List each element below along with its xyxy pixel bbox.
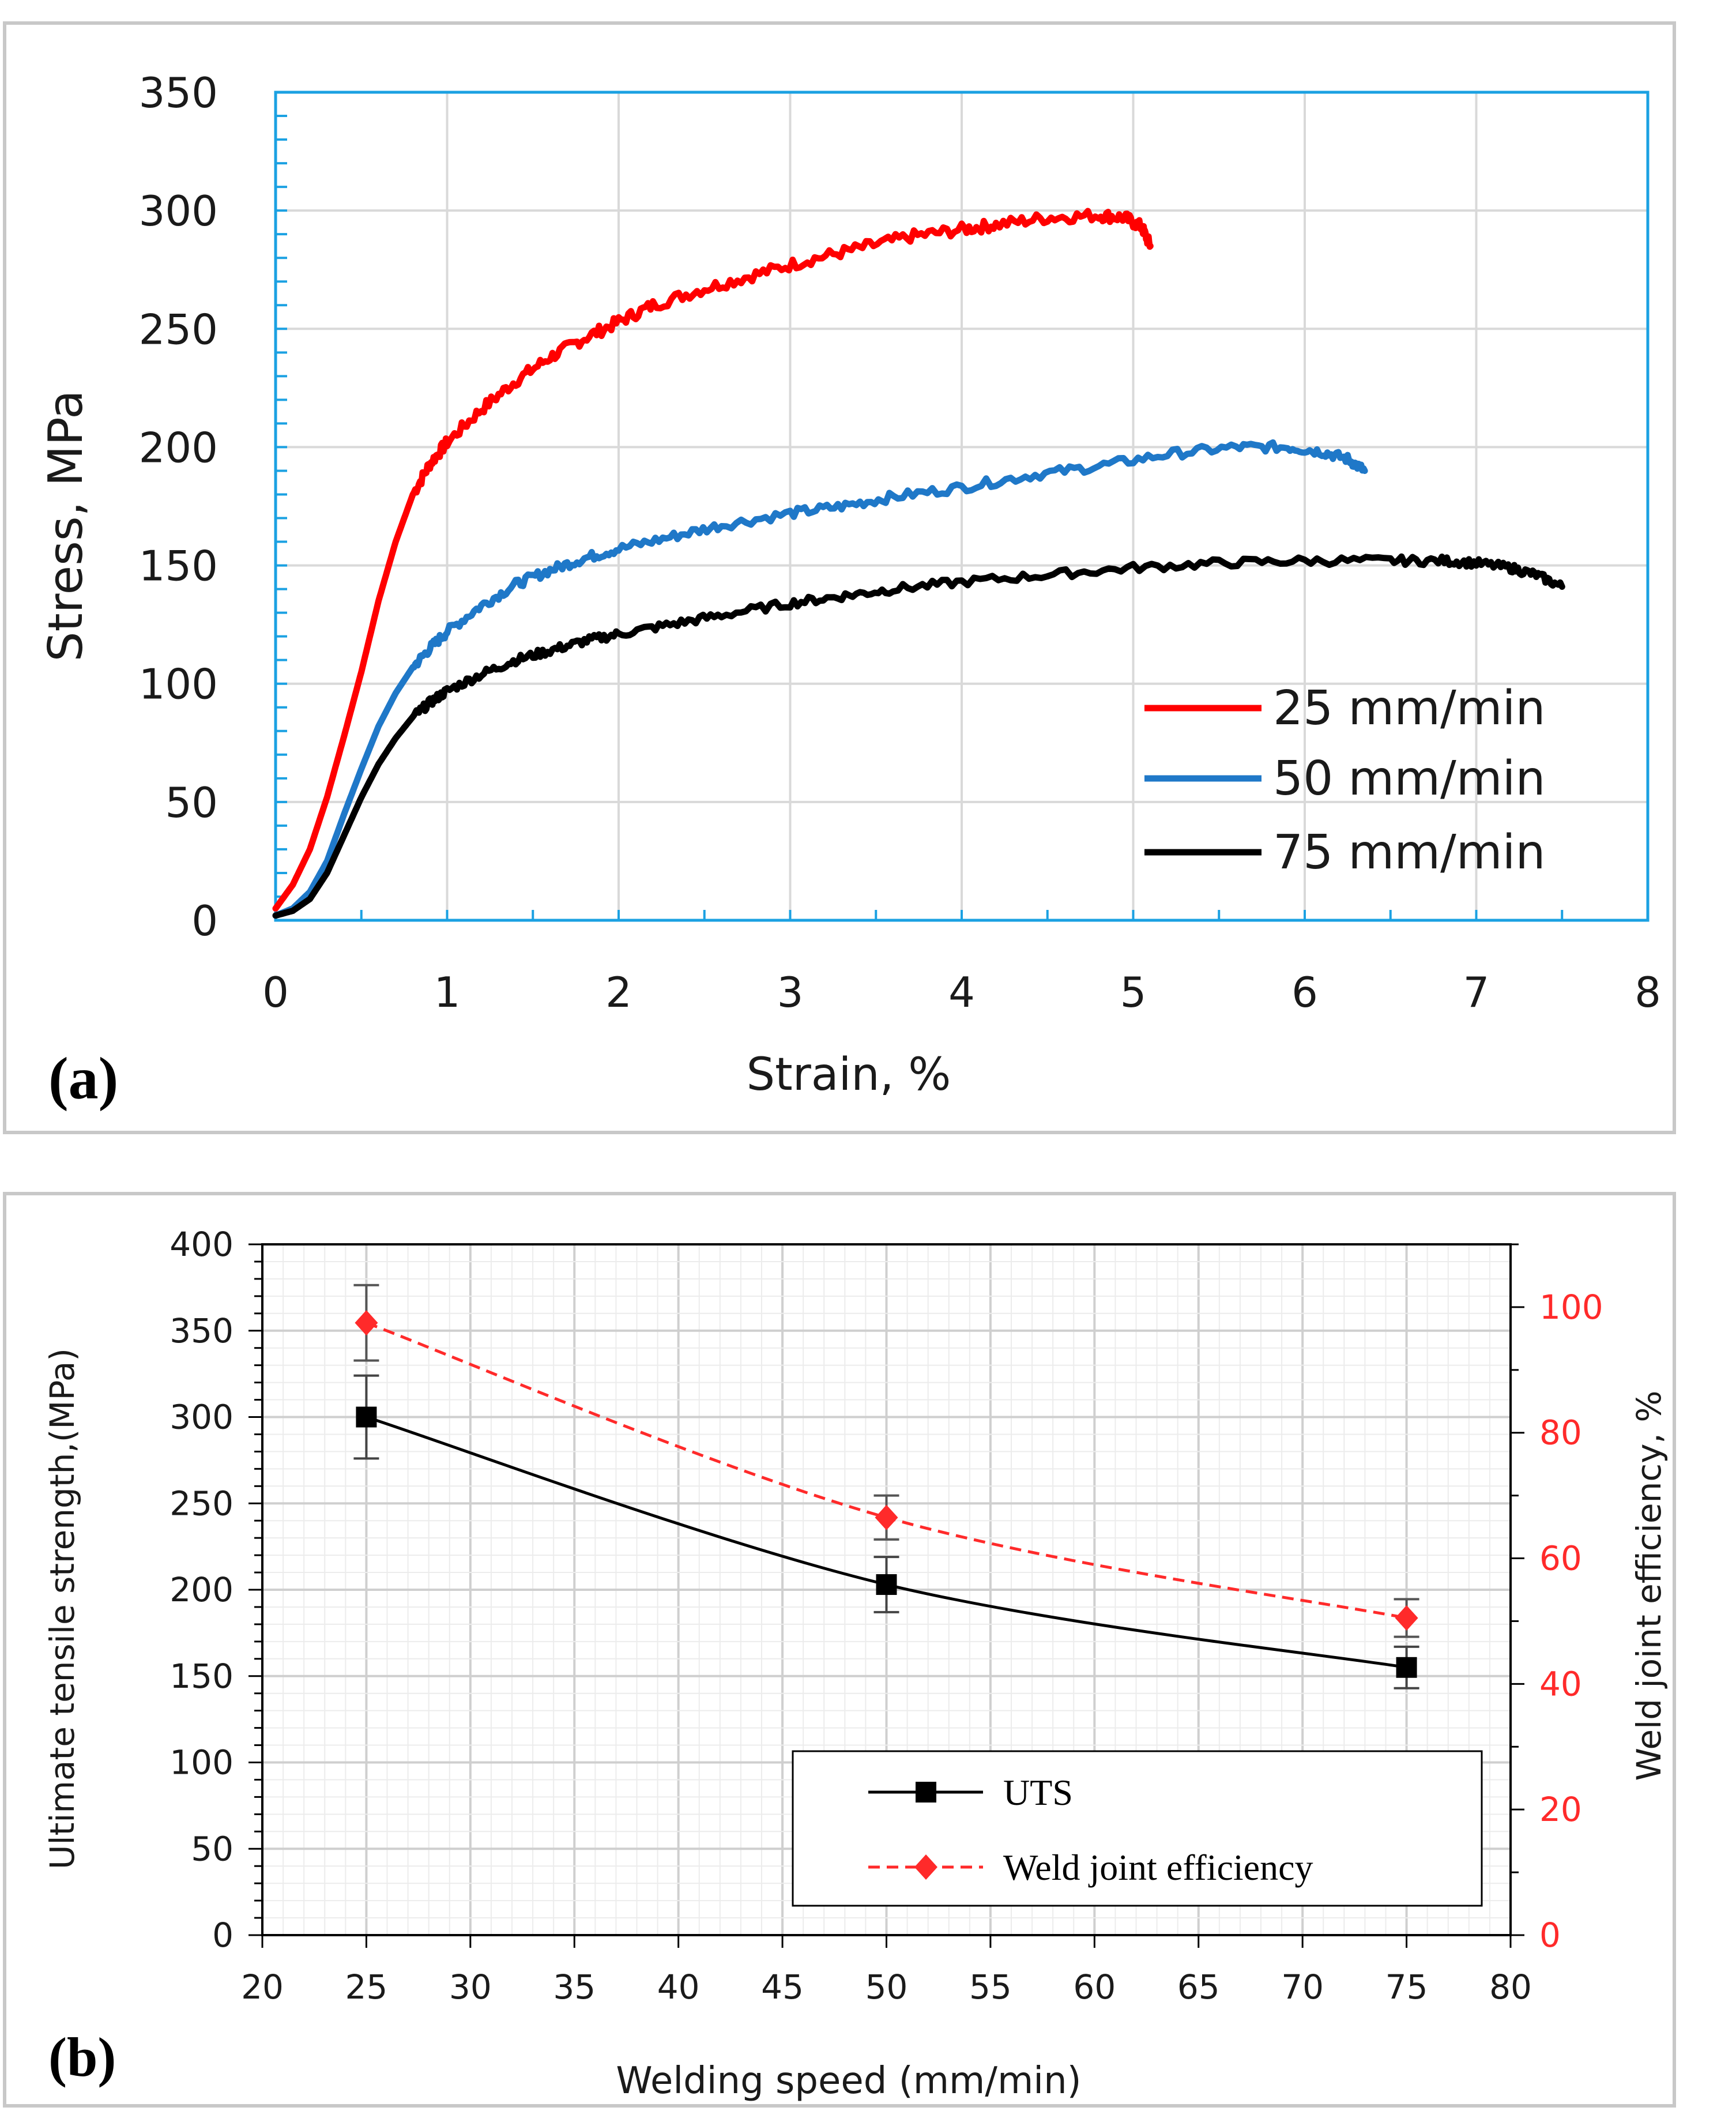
- legend-label: UTS: [1003, 1772, 1073, 1813]
- x-tick-label: 7: [1463, 968, 1490, 1017]
- x-tick-label: 45: [761, 1967, 804, 2007]
- y-tick-label: 150: [139, 542, 218, 590]
- x-tick-label: 5: [1120, 968, 1147, 1017]
- legend-box: [792, 1750, 1483, 1907]
- panel-b-label: (b): [48, 2026, 116, 2088]
- panel-b-x-tick-labels: 20 25 30 35 40 45 50 55 60 65 70 75 80: [241, 1967, 1532, 2007]
- panel-b-series: [353, 1284, 1419, 1689]
- panel-a-x-axis-label: Strain, %: [747, 1049, 951, 1101]
- y-tick-label: 150: [170, 1657, 234, 1696]
- x-tick-label: 25: [345, 1967, 388, 2007]
- x-tick-label: 1: [434, 968, 461, 1017]
- panel-a-legend: 25 mm/min 50 mm/min 75 mm/min: [1144, 681, 1545, 880]
- y2-tick-label: 40: [1539, 1664, 1582, 1703]
- y-tick-label: 0: [191, 897, 218, 945]
- panel-b-x-axis-label: Welding speed (mm/min): [616, 2060, 1081, 2102]
- x-tick-label: 40: [657, 1967, 700, 2007]
- panel-b-y2-tick-labels: 0 20 40 60 80 100: [1539, 1288, 1603, 1955]
- y-tick-label: 300: [139, 187, 218, 235]
- panel-a-label: (a): [48, 1045, 118, 1112]
- y-tick-label: 0: [212, 1916, 234, 1955]
- data-point-uts: [356, 1406, 377, 1428]
- x-tick-label: 4: [948, 968, 975, 1017]
- panel-b-y-axis-label: Ultimate tensile strength,(MPa): [43, 1348, 82, 1869]
- x-tick-label: 3: [777, 968, 804, 1017]
- y-tick-label: 250: [139, 305, 218, 353]
- y2-tick-label: 80: [1539, 1413, 1582, 1453]
- x-tick-label: 60: [1073, 1967, 1116, 2007]
- x-tick-label: 20: [241, 1967, 284, 2007]
- y-tick-label: 50: [191, 1829, 234, 1868]
- y2-tick-label: 60: [1539, 1539, 1582, 1578]
- y-tick-label: 200: [170, 1570, 234, 1609]
- y-tick-label: 400: [170, 1225, 234, 1264]
- x-tick-label: 8: [1635, 968, 1661, 1017]
- series-line-75-mm-min: [272, 553, 1565, 919]
- y-tick-label: 100: [139, 660, 218, 709]
- panel-b-y2-axis-label: Weld joint efficiency, %: [1629, 1390, 1669, 1781]
- y2-tick-label: 0: [1539, 1916, 1561, 1955]
- y2-tick-label: 20: [1539, 1790, 1582, 1829]
- legend-label: 25 mm/min: [1273, 681, 1545, 736]
- panel-b-chart: 20 25 30 35 40 45 50 55 60 65 70 75 80 0501001502002…: [43, 1225, 1669, 2102]
- y-tick-label: 200: [139, 423, 218, 472]
- data-point-efficiency: [875, 1504, 898, 1530]
- panel-a-chart: 0 1 2 3 4 5 6 7 8 0 50 100 150 200 250 300 350 25 mm/mi…: [39, 69, 1661, 1112]
- series-line-25-mm-min: [272, 208, 1154, 912]
- legend-label: 50 mm/min: [1273, 751, 1545, 806]
- data-point-uts: [1396, 1657, 1417, 1678]
- x-tick-label: 30: [449, 1967, 492, 2007]
- panel-a-x-tick-labels: 0 1 2 3 4 5 6 7 8: [262, 968, 1661, 1017]
- series-line-50-mm-min: [272, 439, 1368, 919]
- x-tick-label: 35: [553, 1967, 596, 2007]
- panel-b-y-tick-labels: 0 50 100 150 200 250 300 350 400: [170, 1225, 234, 1955]
- x-tick-label: 0: [262, 968, 289, 1017]
- panel-a-series: [272, 208, 1565, 919]
- y-tick-label: 100: [170, 1743, 234, 1782]
- panel-a-frame: [3, 21, 1676, 1134]
- legend-marker: [914, 1854, 937, 1880]
- y-tick-label: 300: [170, 1398, 234, 1437]
- y-tick-label: 350: [139, 69, 218, 117]
- panel-b-axes: [248, 1243, 1524, 1948]
- x-tick-label: 2: [605, 968, 632, 1017]
- panel-a-axes: [274, 91, 1650, 922]
- panel-a-y-tick-labels: 0 50 100 150 200 250 300 350: [139, 69, 218, 945]
- x-tick-label: 70: [1281, 1967, 1324, 2007]
- x-tick-label: 80: [1489, 1967, 1532, 2007]
- x-tick-label: 6: [1291, 968, 1318, 1017]
- data-point-uts: [876, 1574, 897, 1596]
- y-tick-label: 250: [170, 1484, 234, 1523]
- y-tick-label: 50: [165, 778, 218, 827]
- y-tick-label: 350: [170, 1311, 234, 1350]
- data-point-efficiency: [1395, 1605, 1418, 1631]
- data-point-efficiency: [355, 1310, 378, 1336]
- x-tick-label: 50: [865, 1967, 908, 2007]
- x-tick-label: 65: [1177, 1967, 1220, 2007]
- x-tick-label: 55: [969, 1967, 1012, 2007]
- panel-a-grid: [276, 91, 1649, 920]
- legend-label: Weld joint efficiency: [1003, 1847, 1313, 1888]
- legend-marker: [916, 1782, 936, 1803]
- x-tick-label: 75: [1385, 1967, 1428, 2007]
- panel-b-legend: UTS Weld joint efficiency: [792, 1750, 1483, 1907]
- y2-tick-label: 100: [1539, 1288, 1603, 1327]
- legend-label: 75 mm/min: [1273, 825, 1545, 880]
- panel-a-y-axis-label: Stress, MPa: [39, 390, 93, 662]
